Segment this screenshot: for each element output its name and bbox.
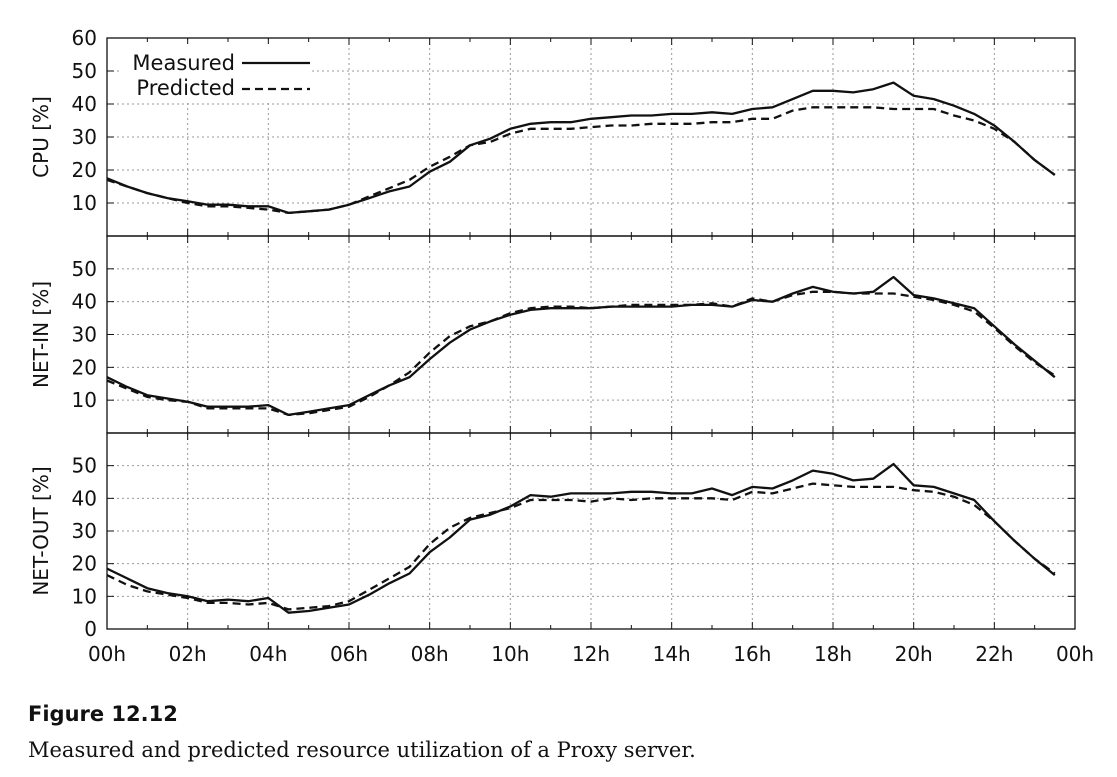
x-tick-label: 18h [814, 642, 852, 666]
y-tick-label: 20 [72, 552, 97, 576]
y-tick-label: 10 [72, 191, 97, 215]
y-tick-label: 50 [72, 257, 97, 281]
y-tick-label: 10 [72, 388, 97, 412]
series-measured-line [106, 275, 1056, 417]
y-axis-label: NET-OUT [%] [29, 466, 53, 595]
x-tick-label: 04h [249, 642, 287, 666]
legend-label-predicted: Predicted [136, 76, 235, 100]
panel-frame [106, 432, 1076, 630]
y-axis-label: CPU [%] [29, 96, 53, 178]
y-tick-label: 50 [72, 454, 97, 478]
y-tick-label: 0 [84, 617, 97, 641]
series-measured-line [106, 462, 1056, 614]
y-tick-label: 20 [72, 355, 97, 379]
x-tick-label: 00h [1056, 642, 1094, 666]
series-predicted-line [106, 290, 1056, 417]
y-axis-label: NET-IN [%] [29, 281, 53, 388]
legend-background [120, 44, 312, 102]
y-tick-label: 30 [72, 519, 97, 543]
series-predicted-line [106, 106, 1056, 215]
x-tick-label: 00h [88, 642, 126, 666]
y-tick-label: 40 [72, 92, 97, 116]
x-tick-label: 22h [975, 642, 1013, 666]
y-tick-label: 30 [72, 125, 97, 149]
y-tick-label: 60 [72, 26, 97, 50]
series-predicted-line [106, 482, 1056, 611]
x-tick-label: 16h [733, 642, 771, 666]
y-tick-label: 30 [72, 323, 97, 347]
y-tick-label: 40 [72, 486, 97, 510]
legend-label-measured: Measured [132, 51, 235, 75]
x-tick-label: 10h [491, 642, 529, 666]
y-tick-label: 40 [72, 290, 97, 314]
series-measured-line [106, 81, 1056, 215]
figure-caption: Measured and predicted resource utilizat… [28, 738, 696, 762]
x-tick-label: 20h [895, 642, 933, 666]
figure-label: Figure 12.12 [28, 702, 178, 726]
x-tick-label: 12h [572, 642, 610, 666]
x-tick-label: 08h [411, 642, 449, 666]
x-tick-label: 14h [653, 642, 691, 666]
panel-3: 0 10 20 30 40 50 NET-OUT [%] 00h 02h 04h 06h 08h 10h… [29, 432, 1094, 666]
y-tick-label: 10 [72, 584, 97, 608]
y-tick-label: 20 [72, 158, 97, 182]
x-tick-label: 02h [169, 642, 207, 666]
panel-2: 10 20 30 40 50 NET-IN [%] [29, 235, 1076, 434]
x-tick-label: 06h [330, 642, 368, 666]
y-tick-label: 50 [72, 59, 97, 83]
